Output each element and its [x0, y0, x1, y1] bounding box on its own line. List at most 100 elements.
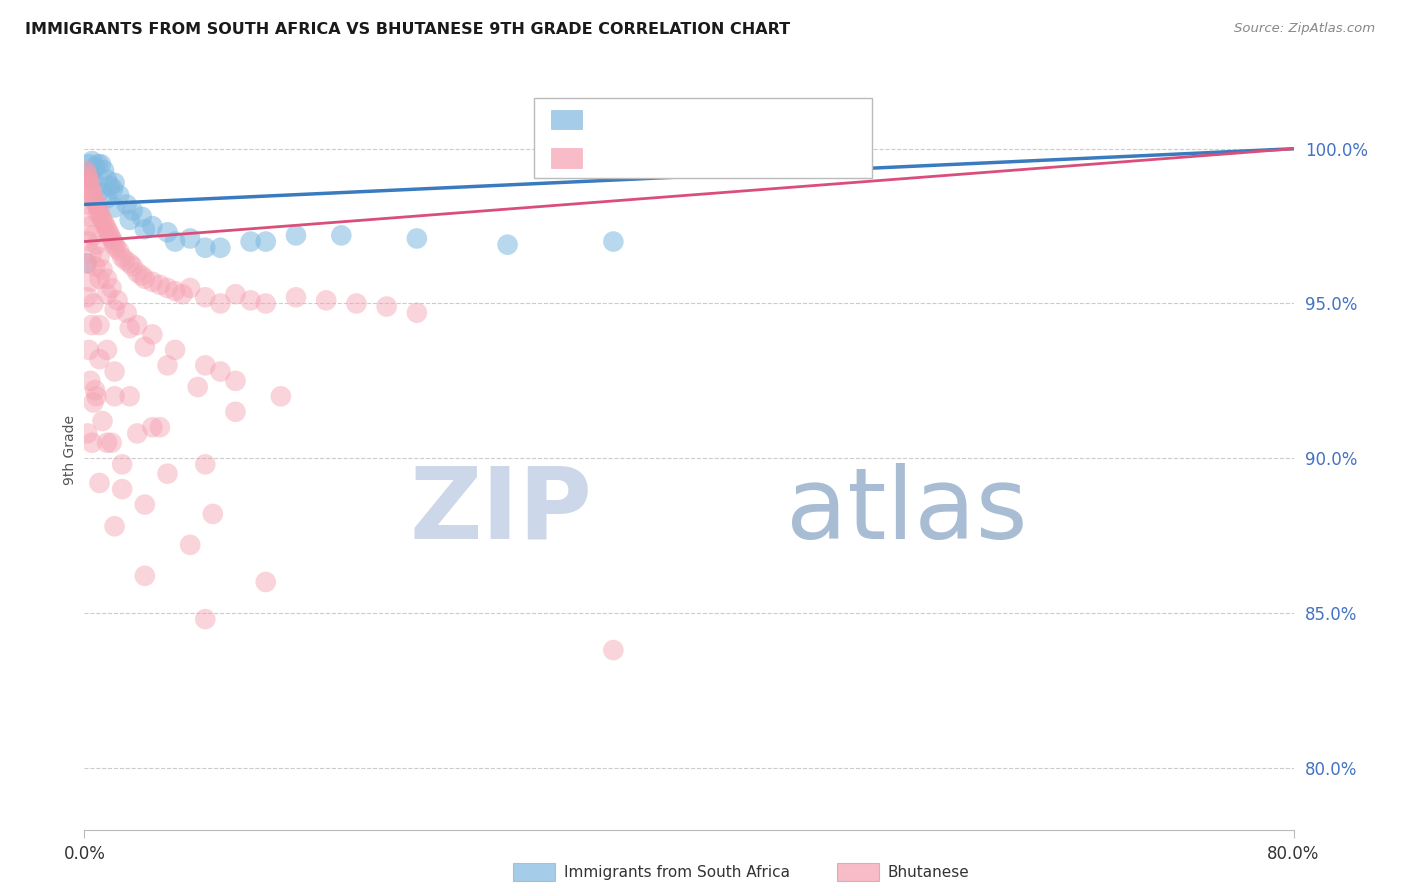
Point — [76, 426, 98, 441]
Point — [91, 414, 114, 428]
Point — [165, 284, 187, 298]
Point — [80, 185, 103, 199]
Point — [87, 201, 110, 215]
Point — [105, 241, 128, 255]
Point — [134, 498, 156, 512]
Point — [96, 172, 118, 186]
Point — [77, 210, 100, 224]
Point — [141, 420, 163, 434]
Point — [121, 203, 143, 218]
Point — [115, 197, 138, 211]
Point — [121, 260, 143, 274]
Point — [496, 237, 519, 252]
Point — [225, 405, 247, 419]
Point — [115, 306, 138, 320]
Point — [89, 203, 111, 218]
Point — [97, 225, 120, 239]
Point — [80, 247, 103, 261]
Point — [89, 271, 111, 285]
Point — [118, 256, 141, 270]
Point — [77, 178, 100, 193]
Text: R = 0.372  N = 36: R = 0.372 N = 36 — [593, 110, 745, 128]
Point — [134, 222, 156, 236]
Point — [101, 182, 124, 196]
Point — [80, 318, 103, 332]
Y-axis label: 9th Grade: 9th Grade — [63, 416, 77, 485]
Point — [131, 268, 153, 283]
Point — [82, 228, 104, 243]
Point — [270, 389, 292, 403]
Point — [118, 389, 141, 403]
Point — [89, 318, 111, 332]
Point — [79, 374, 101, 388]
Point — [100, 435, 122, 450]
Point — [141, 327, 163, 342]
Point — [285, 290, 308, 304]
Point — [100, 281, 122, 295]
Point — [104, 201, 127, 215]
Point — [96, 222, 118, 236]
Point — [254, 296, 277, 310]
Point — [239, 293, 262, 308]
Point — [79, 169, 101, 184]
Point — [89, 185, 111, 199]
Point — [79, 275, 101, 289]
Point — [131, 210, 153, 224]
Point — [82, 395, 104, 409]
Point — [330, 228, 353, 243]
Point — [104, 302, 127, 317]
Point — [187, 380, 209, 394]
Text: IMMIGRANTS FROM SOUTH AFRICA VS BHUTANESE 9TH GRADE CORRELATION CHART: IMMIGRANTS FROM SOUTH AFRICA VS BHUTANES… — [25, 22, 790, 37]
Text: Immigrants from South Africa: Immigrants from South Africa — [564, 865, 790, 880]
Point — [602, 643, 624, 657]
Point — [108, 244, 131, 258]
Point — [96, 287, 118, 301]
Point — [82, 296, 104, 310]
Point — [111, 250, 134, 264]
Point — [134, 271, 156, 285]
Point — [127, 318, 149, 332]
Point — [90, 157, 112, 171]
Point — [77, 172, 100, 186]
Point — [179, 231, 201, 245]
Point — [179, 281, 201, 295]
Point — [96, 435, 118, 450]
Point — [254, 235, 277, 249]
Point — [76, 197, 98, 211]
Point — [346, 296, 368, 310]
Point — [79, 219, 101, 233]
Point — [134, 340, 156, 354]
Point — [80, 188, 103, 202]
Point — [82, 172, 104, 186]
Point — [84, 260, 107, 274]
Point — [75, 163, 97, 178]
Point — [156, 359, 179, 373]
Point — [165, 235, 187, 249]
Point — [76, 169, 98, 184]
Point — [209, 296, 232, 310]
Point — [76, 256, 98, 270]
Point — [406, 306, 429, 320]
Point — [82, 191, 104, 205]
Text: Source: ZipAtlas.com: Source: ZipAtlas.com — [1234, 22, 1375, 36]
Point — [165, 343, 187, 357]
Point — [194, 359, 217, 373]
Point — [87, 207, 110, 221]
Point — [93, 216, 115, 230]
Point — [209, 241, 232, 255]
Point — [76, 290, 98, 304]
Point — [156, 467, 179, 481]
Point — [100, 231, 122, 245]
Point — [77, 235, 100, 249]
Point — [104, 389, 127, 403]
Point — [104, 519, 127, 533]
Point — [84, 194, 107, 209]
Point — [141, 275, 163, 289]
Point — [114, 253, 136, 268]
Point — [602, 235, 624, 249]
Point — [127, 266, 149, 280]
Text: Bhutanese: Bhutanese — [887, 865, 969, 880]
Point — [76, 166, 98, 180]
Point — [79, 182, 101, 196]
Point — [76, 166, 98, 180]
